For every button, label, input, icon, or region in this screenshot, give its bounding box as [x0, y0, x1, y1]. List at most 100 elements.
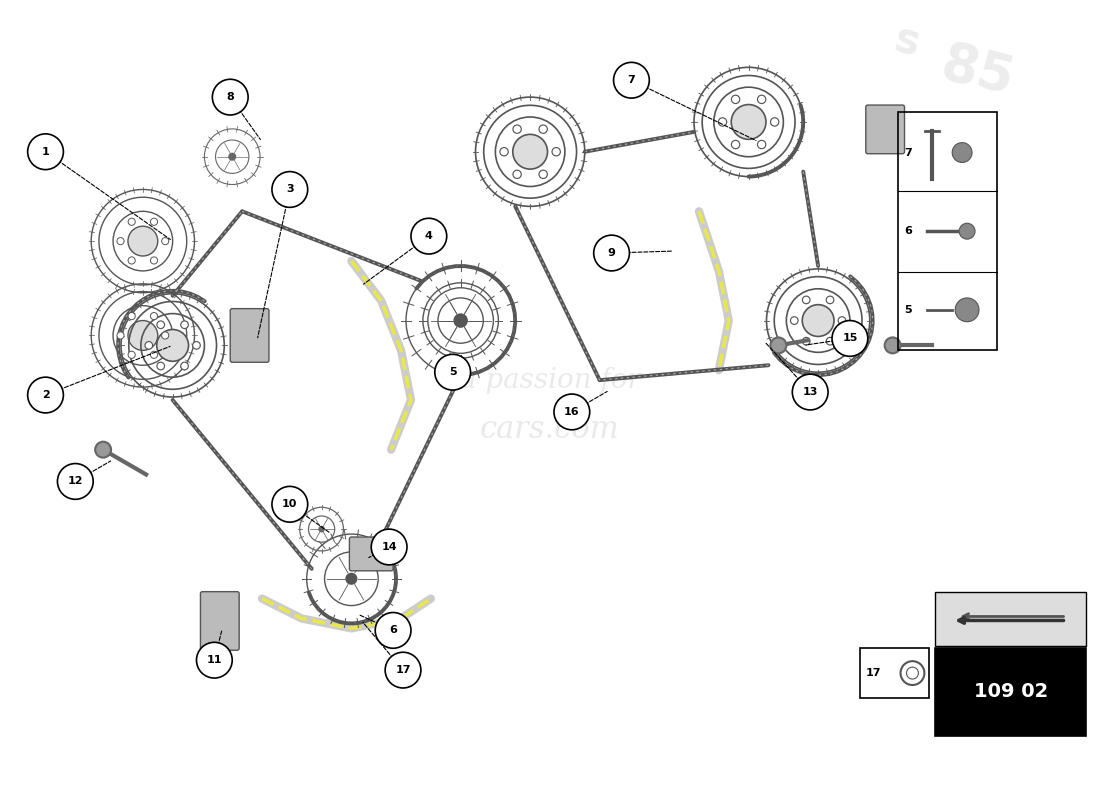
Bar [935, 592, 1087, 646]
Bar [860, 648, 930, 698]
Circle shape [346, 574, 356, 584]
Circle shape [554, 394, 590, 430]
Text: 109 02: 109 02 [974, 682, 1048, 702]
Circle shape [791, 317, 799, 324]
Text: 15: 15 [843, 334, 858, 343]
Bar [935, 648, 1087, 736]
Circle shape [802, 338, 810, 345]
Text: 8: 8 [227, 92, 234, 102]
Circle shape [434, 354, 471, 390]
Circle shape [758, 140, 766, 149]
Circle shape [513, 134, 548, 169]
Circle shape [770, 118, 779, 126]
Text: 6: 6 [904, 226, 912, 236]
Circle shape [770, 338, 786, 354]
Text: 5: 5 [904, 305, 912, 315]
Text: 14: 14 [382, 542, 397, 552]
Circle shape [272, 486, 308, 522]
Circle shape [128, 351, 135, 358]
Circle shape [117, 332, 124, 339]
Text: 10: 10 [282, 499, 297, 510]
Text: 2: 2 [34, 383, 43, 397]
Circle shape [151, 257, 157, 264]
Text: s: s [890, 19, 925, 66]
Circle shape [28, 377, 64, 413]
Circle shape [128, 218, 135, 226]
Circle shape [758, 95, 766, 103]
Circle shape [212, 79, 249, 115]
Text: 16: 16 [564, 407, 580, 417]
Circle shape [180, 321, 188, 329]
Circle shape [792, 374, 828, 410]
Circle shape [157, 330, 188, 362]
Circle shape [802, 305, 834, 337]
Circle shape [272, 171, 308, 207]
Circle shape [385, 652, 421, 688]
Bar [898, 112, 997, 350]
Text: 7: 7 [628, 75, 636, 86]
Text: 12: 12 [67, 477, 84, 486]
Circle shape [955, 298, 979, 322]
Circle shape [128, 257, 135, 264]
Circle shape [953, 142, 972, 162]
Circle shape [826, 338, 834, 345]
Circle shape [802, 296, 810, 304]
Circle shape [552, 147, 560, 156]
Circle shape [192, 342, 200, 349]
Circle shape [838, 317, 846, 324]
Circle shape [718, 118, 727, 126]
Text: 85: 85 [935, 38, 1020, 107]
Text: 1: 1 [42, 146, 50, 157]
Circle shape [117, 238, 124, 245]
Circle shape [732, 140, 739, 149]
Circle shape [151, 351, 157, 358]
Circle shape [229, 154, 235, 160]
FancyBboxPatch shape [866, 105, 904, 154]
Text: 13: 13 [803, 387, 818, 397]
Text: a passion for: a passion for [460, 366, 640, 394]
Circle shape [319, 526, 324, 532]
Circle shape [959, 223, 975, 239]
Circle shape [826, 296, 834, 304]
Circle shape [454, 314, 467, 327]
Circle shape [57, 463, 94, 499]
Circle shape [128, 313, 135, 320]
Text: 3: 3 [286, 185, 294, 194]
Circle shape [197, 642, 232, 678]
Circle shape [594, 235, 629, 271]
Circle shape [96, 442, 111, 458]
Circle shape [832, 321, 868, 356]
Circle shape [371, 529, 407, 565]
Circle shape [128, 321, 157, 350]
Circle shape [128, 226, 157, 256]
Circle shape [539, 125, 548, 134]
Circle shape [162, 238, 168, 245]
Circle shape [411, 218, 447, 254]
Text: 7: 7 [904, 147, 912, 158]
Text: 6: 6 [389, 626, 397, 635]
Circle shape [145, 342, 153, 349]
FancyBboxPatch shape [230, 309, 270, 362]
Text: 2: 2 [42, 390, 50, 400]
Circle shape [499, 147, 508, 156]
Text: 17: 17 [395, 665, 410, 675]
Text: 5: 5 [449, 367, 456, 377]
Circle shape [513, 170, 521, 178]
Circle shape [513, 125, 521, 134]
Circle shape [180, 362, 188, 370]
Circle shape [157, 321, 165, 329]
Circle shape [614, 62, 649, 98]
Text: 17: 17 [866, 668, 881, 678]
Circle shape [456, 316, 465, 325]
Text: 11: 11 [207, 655, 222, 665]
Circle shape [157, 362, 165, 370]
Text: 4: 4 [425, 231, 432, 241]
Circle shape [884, 338, 901, 354]
Circle shape [539, 170, 548, 178]
Text: 1: 1 [34, 140, 43, 154]
Circle shape [151, 218, 157, 226]
Text: 9: 9 [607, 248, 616, 258]
Circle shape [732, 105, 766, 139]
Circle shape [28, 134, 64, 170]
Circle shape [162, 332, 168, 339]
